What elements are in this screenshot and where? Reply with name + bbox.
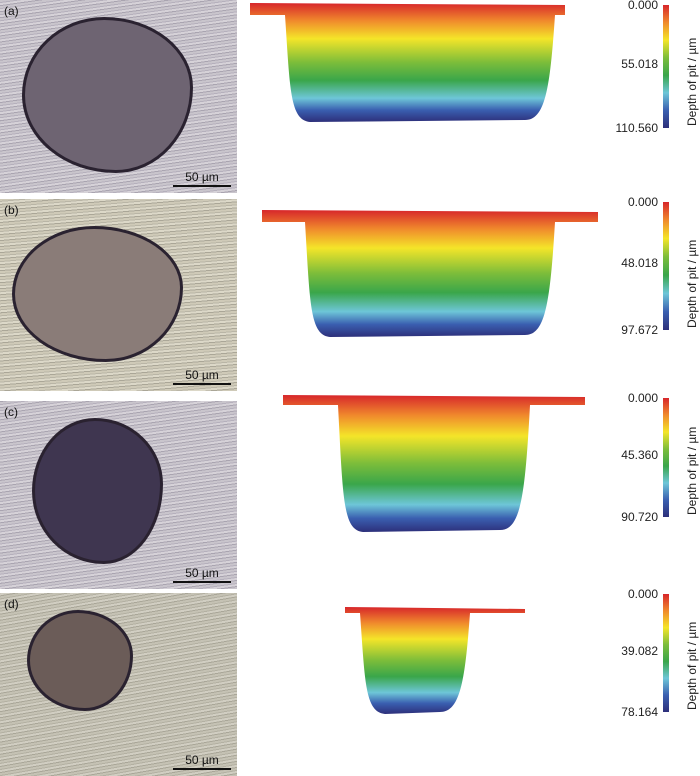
depth-colorbar — [663, 398, 669, 517]
pit-depth-profile — [345, 607, 525, 714]
scale-bar: 50 µm — [173, 368, 231, 385]
pit-depth-profile — [250, 3, 565, 122]
scale-bar-label: 50 µm — [185, 753, 219, 767]
colorbar-tick: 0.000 — [627, 391, 658, 405]
micrograph-1: (a) 50 µm — [0, 0, 237, 193]
colorbar-tick: 0.000 — [627, 0, 658, 12]
colorbar-tick: 97.672 — [621, 323, 658, 337]
colorbar-tick: 78.164 — [621, 705, 658, 719]
depth-colorbar — [663, 594, 669, 712]
micrograph-2: (b) 50 µm — [0, 199, 237, 391]
colorbar-tick: 110.560 — [615, 121, 659, 135]
colorbar-title: Depth of pit / µm — [685, 621, 699, 710]
micrograph-3: (c) 50 µm — [0, 401, 237, 589]
colorbar-tick: 45.360 — [621, 448, 658, 463]
depth-colorbar — [663, 202, 669, 330]
colorbar-tick: 0.000 — [627, 195, 658, 209]
micrograph-4: (d) 50 µm — [0, 593, 237, 776]
colorbar-tick: 90.720 — [621, 510, 658, 524]
colorbar-title: Depth of pit / µm — [685, 239, 699, 328]
colorbar-title: Depth of pit / µm — [685, 37, 699, 126]
pit-image — [35, 421, 160, 561]
pit-image — [30, 613, 130, 708]
scale-bar-label: 50 µm — [185, 566, 219, 580]
depth-colorbar — [663, 5, 669, 128]
colorbar-tick: 48.018 — [621, 256, 658, 271]
panel-label: (d) — [4, 597, 19, 611]
scale-bar: 50 µm — [173, 170, 231, 187]
colorbar-title: Depth of pit / µm — [685, 426, 699, 515]
scale-bar: 50 µm — [173, 753, 231, 770]
panel-label: (a) — [4, 4, 19, 18]
pit-depth-profile — [262, 210, 598, 337]
scale-bar: 50 µm — [173, 566, 231, 583]
panel-label: (b) — [4, 203, 19, 217]
colorbar-tick: 0.000 — [627, 587, 658, 601]
colorbar-tick: 39.082 — [621, 643, 658, 658]
scale-bar-label: 50 µm — [185, 170, 219, 184]
colorbar-tick: 55.018 — [621, 57, 658, 72]
scale-bar-label: 50 µm — [185, 368, 219, 382]
pit-image — [25, 20, 190, 170]
pit-image — [15, 229, 180, 359]
pit-depth-profile — [283, 395, 585, 532]
panel-label: (c) — [4, 405, 18, 419]
